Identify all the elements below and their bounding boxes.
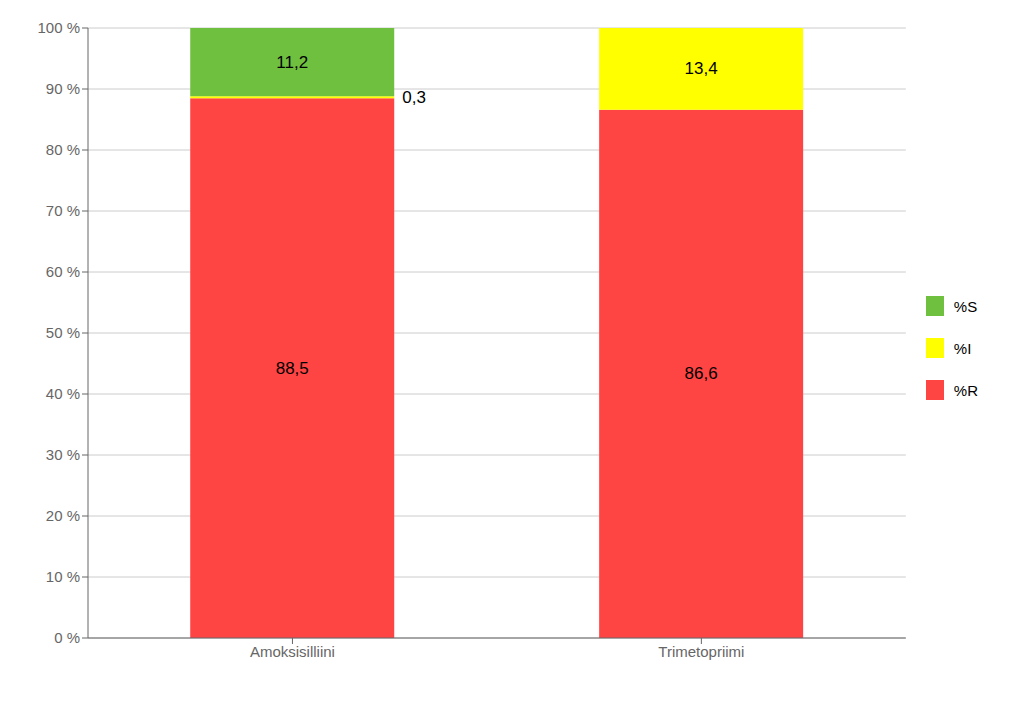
svg-text:80 %: 80 %: [46, 141, 80, 158]
svg-text:11,2: 11,2: [276, 53, 308, 72]
svg-text:88,5: 88,5: [276, 359, 309, 378]
svg-text:60 %: 60 %: [46, 263, 80, 280]
html-text:%I: %I: [953, 339, 972, 357]
html-text:%R: %R: [953, 381, 978, 399]
html-text:%S: %S: [953, 297, 978, 315]
svg-text:Amoksisilliini: Amoksisilliini: [250, 643, 335, 660]
svg-text:100 %: 100 %: [37, 19, 80, 36]
svg-text:20 %: 20 %: [46, 507, 80, 524]
svg-text:50 %: 50 %: [46, 324, 80, 341]
svg-text:70 %: 70 %: [46, 202, 80, 219]
svg-text:30 %: 30 %: [46, 446, 80, 463]
svg-text:90 %: 90 %: [46, 80, 80, 97]
svg-text:10 %: 10 %: [46, 568, 80, 585]
svg-text:Trimetopriimi: Trimetopriimi: [658, 643, 744, 660]
svg-text:40 %: 40 %: [46, 385, 80, 402]
svg-text:86,6: 86,6: [685, 364, 718, 383]
svg-text:13,4: 13,4: [685, 59, 718, 78]
svg-text:0,3: 0,3: [402, 88, 426, 107]
svg-text:0 %: 0 %: [54, 629, 80, 646]
